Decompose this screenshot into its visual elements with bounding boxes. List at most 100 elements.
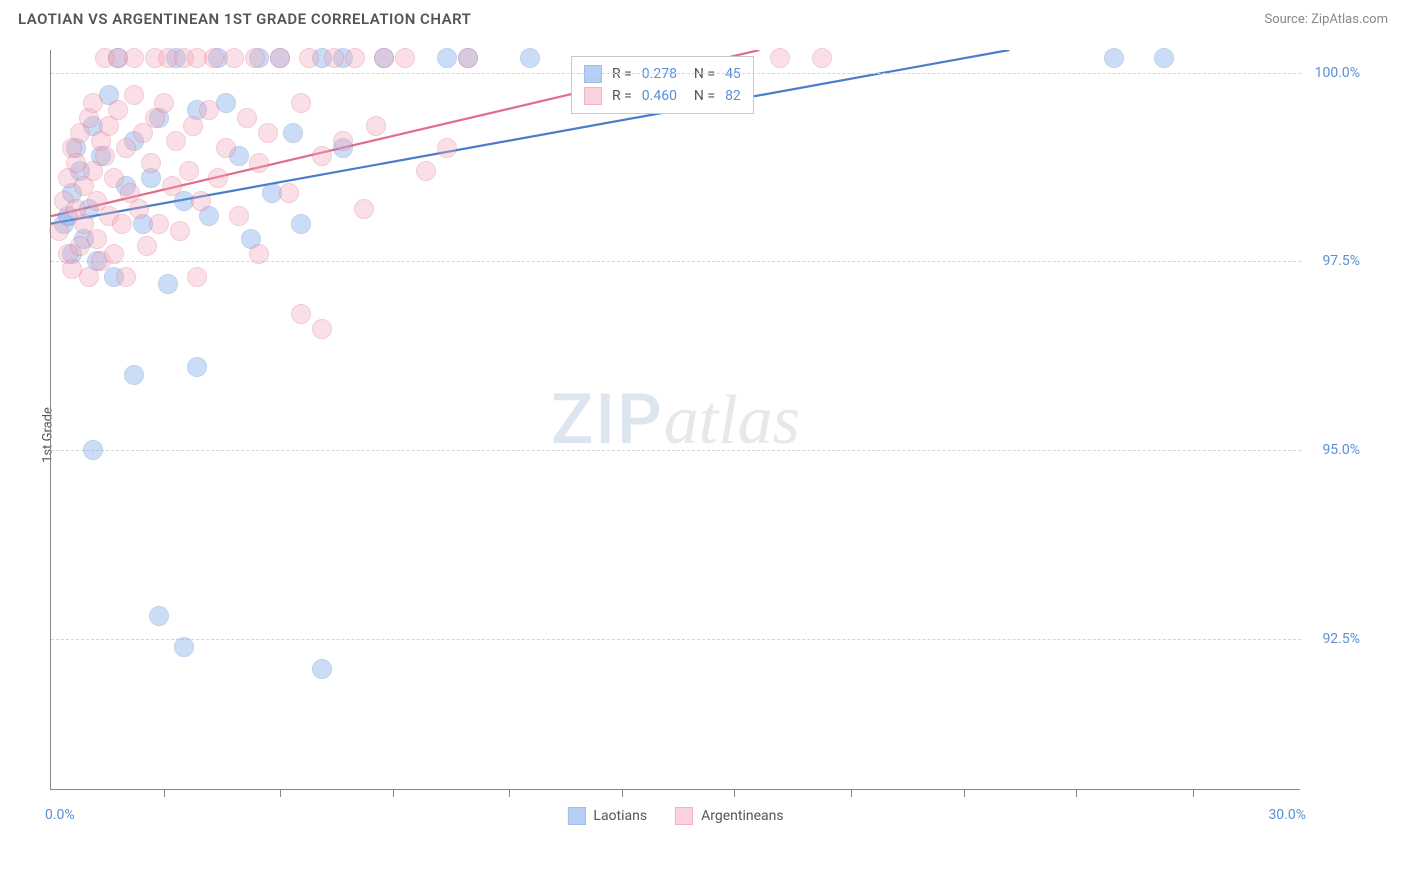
legend-r-label: R = xyxy=(612,88,632,104)
data-point xyxy=(283,123,303,143)
data-point xyxy=(191,191,211,211)
x-tick xyxy=(280,789,281,797)
legend-r-label: R = xyxy=(612,66,632,82)
plot-area: ZIPatlas R =0.278 N =45R =0.460 N =82 0.… xyxy=(50,50,1300,790)
data-point xyxy=(312,146,332,166)
data-point xyxy=(124,85,144,105)
legend-row: R =0.460 N =82 xyxy=(584,85,741,107)
data-point xyxy=(299,48,319,68)
gridline-h xyxy=(51,261,1301,262)
data-point xyxy=(149,606,169,626)
legend-swatch xyxy=(584,65,602,83)
data-point xyxy=(1154,48,1174,68)
legend-item: Argentineans xyxy=(675,807,783,825)
legend-n-label: N = xyxy=(687,66,715,82)
data-point xyxy=(170,221,190,241)
data-point xyxy=(354,199,374,219)
data-point xyxy=(770,48,790,68)
data-point xyxy=(141,153,161,173)
data-point xyxy=(208,168,228,188)
watermark-zip: ZIP xyxy=(551,379,664,461)
data-point xyxy=(199,100,219,120)
x-tick xyxy=(622,789,623,797)
data-point xyxy=(187,357,207,377)
gridline-h xyxy=(51,639,1301,640)
x-axis-min-label: 0.0% xyxy=(45,807,75,823)
data-point xyxy=(174,637,194,657)
legend-swatch xyxy=(675,807,693,825)
data-point xyxy=(249,244,269,264)
data-point xyxy=(249,153,269,173)
gridline-h xyxy=(51,450,1301,451)
correlation-legend: R =0.278 N =45R =0.460 N =82 xyxy=(571,56,754,114)
legend-label: Argentineans xyxy=(701,808,783,824)
legend-r-value: 0.278 xyxy=(642,66,677,82)
data-point xyxy=(291,304,311,324)
legend-swatch xyxy=(584,87,602,105)
data-point xyxy=(179,161,199,181)
series-legend: Laotians Argentineans xyxy=(567,807,783,825)
y-tick-label: 97.5% xyxy=(1322,253,1360,269)
data-point xyxy=(270,48,290,68)
data-point xyxy=(137,236,157,256)
data-point xyxy=(333,131,353,151)
data-point xyxy=(112,214,132,234)
data-point xyxy=(129,199,149,219)
x-tick xyxy=(964,789,965,797)
data-point xyxy=(154,93,174,113)
data-point xyxy=(95,146,115,166)
legend-item: Laotians xyxy=(567,807,647,825)
data-point xyxy=(374,48,394,68)
x-tick xyxy=(1193,789,1194,797)
data-point xyxy=(229,206,249,226)
legend-n-label: N = xyxy=(687,88,715,104)
legend-n-value: 45 xyxy=(725,66,741,82)
data-point xyxy=(291,214,311,234)
gridline-h xyxy=(51,73,1301,74)
data-point xyxy=(312,319,332,339)
x-axis-max-label: 30.0% xyxy=(1268,807,1306,823)
data-point xyxy=(204,48,224,68)
data-point xyxy=(149,214,169,234)
data-point xyxy=(183,116,203,136)
legend-n-value: 82 xyxy=(725,88,741,104)
data-point xyxy=(279,183,299,203)
data-point xyxy=(258,123,278,143)
chart-title: LAOTIAN VS ARGENTINEAN 1ST GRADE CORRELA… xyxy=(18,10,471,28)
data-point xyxy=(437,48,457,68)
watermark-atlas: atlas xyxy=(664,382,800,459)
data-point xyxy=(224,48,244,68)
plot-container: 1st Grade ZIPatlas R =0.278 N =45R =0.46… xyxy=(50,50,1370,820)
legend-swatch xyxy=(567,807,585,825)
data-point xyxy=(187,267,207,287)
data-point xyxy=(87,229,107,249)
source-label: Source: ZipAtlas.com xyxy=(1264,12,1388,27)
data-point xyxy=(162,176,182,196)
data-point xyxy=(1104,48,1124,68)
data-point xyxy=(812,48,832,68)
y-tick-label: 92.5% xyxy=(1322,631,1360,647)
data-point xyxy=(108,100,128,120)
data-point xyxy=(291,93,311,113)
data-point xyxy=(83,93,103,113)
data-point xyxy=(104,168,124,188)
data-point xyxy=(124,365,144,385)
data-point xyxy=(520,48,540,68)
x-tick xyxy=(1076,789,1077,797)
watermark: ZIPatlas xyxy=(551,379,800,461)
data-point xyxy=(83,440,103,460)
y-tick-label: 95.0% xyxy=(1322,442,1360,458)
data-point xyxy=(116,138,136,158)
data-point xyxy=(395,48,415,68)
data-point xyxy=(416,161,436,181)
data-point xyxy=(458,48,478,68)
x-tick xyxy=(393,789,394,797)
data-point xyxy=(49,221,69,241)
data-point xyxy=(237,108,257,128)
y-tick-label: 100.0% xyxy=(1315,65,1360,81)
legend-row: R = 0.278 N = 45 xyxy=(584,63,741,85)
data-point xyxy=(324,48,344,68)
x-tick xyxy=(164,789,165,797)
data-point xyxy=(366,116,386,136)
x-tick xyxy=(509,789,510,797)
